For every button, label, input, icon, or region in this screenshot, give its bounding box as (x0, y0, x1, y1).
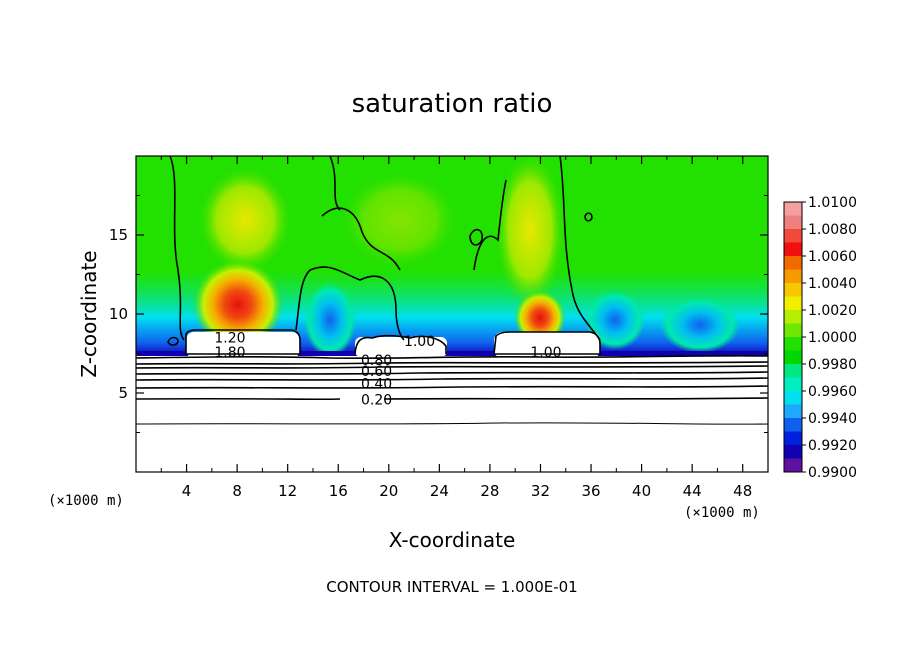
cloud-region (355, 337, 447, 357)
colorbar-label: 1.0080 (808, 222, 857, 238)
x-tick-label: 4 (182, 482, 192, 500)
contour-label: 1.80 (214, 345, 245, 361)
x-tick-label: 48 (733, 482, 752, 500)
x-tick-label: 44 (683, 482, 702, 500)
contour-label: 1.00 (404, 334, 435, 350)
colorbar-swatch (784, 256, 802, 270)
colorbar-label: 1.0060 (808, 249, 857, 265)
cloud-region (136, 356, 768, 472)
colorbar-swatch (784, 458, 802, 473)
hot-region (192, 254, 284, 346)
colorbar-swatch (784, 296, 802, 311)
x-axis-title: X-coordinate (389, 528, 516, 552)
colorbar-label: 0.9900 (808, 465, 857, 481)
chart-title: saturation ratio (352, 89, 553, 119)
x-unit-label-left: (×1000 m) (48, 493, 124, 509)
x-tick-label: 32 (531, 482, 550, 500)
colorbar-swatch (784, 283, 802, 297)
y-axis-title: Z-coordinate (77, 250, 101, 377)
y-tick-label: 15 (109, 226, 128, 244)
colorbar-swatch (784, 445, 802, 459)
colorbar-swatch (784, 215, 802, 230)
x-tick-label: 24 (430, 482, 449, 500)
contour-label: 1.20 (214, 331, 245, 347)
x-tick-label: 40 (632, 482, 651, 500)
x-axis: 4 8 12 16 20 24 28 32 36 40 44 48 (160, 156, 752, 500)
y-tick-label: 10 (109, 305, 128, 323)
cool-region (660, 297, 740, 353)
cloud-region (494, 332, 600, 358)
cool-region (585, 290, 645, 350)
colorbar-label: 0.9960 (808, 384, 857, 400)
plot-area (136, 156, 768, 472)
colorbar-label: 0.9980 (808, 357, 857, 373)
y-axis: 5 10 15 (109, 195, 768, 433)
colorbar-label: 0.9940 (808, 411, 857, 427)
colorbar-swatch (784, 404, 802, 419)
colorbar-swatch (784, 350, 802, 365)
colorbar-label: 1.0020 (808, 303, 857, 319)
colorbar-swatch (784, 431, 802, 446)
cloud-region (186, 332, 300, 358)
colorbar-swatch (784, 377, 802, 392)
x-tick-label: 20 (379, 482, 398, 500)
contour-labels: 1.201.80 0.800.600.400.20 1.00 1.00 (214, 331, 561, 409)
colorbar-swatch (784, 391, 802, 405)
hot-region (514, 287, 566, 343)
colorbar-swatch (784, 269, 802, 284)
x-tick-label: 12 (278, 482, 297, 500)
contour-label: 1.00 (530, 345, 561, 361)
colorbar-swatch (784, 229, 802, 243)
x-tick-label: 16 (329, 482, 348, 500)
colorbar-label: 1.0000 (808, 330, 857, 346)
colorbar-label: 1.0040 (808, 276, 857, 292)
colorbar-swatch (784, 242, 802, 257)
contour-label: 0.80 (361, 353, 392, 369)
colorbar-swatch (784, 310, 802, 324)
contour-label: 0.20 (361, 392, 392, 408)
colorbar-label: 0.9920 (808, 438, 857, 454)
x-tick-label: 36 (581, 482, 600, 500)
contour-label: 0.40 (361, 377, 392, 393)
contour-interval-note: CONTOUR INTERVAL = 1.000E-01 (326, 578, 577, 596)
contour-lines (136, 156, 768, 425)
x-tick-label: 28 (480, 482, 499, 500)
contour-label: 0.60 (361, 364, 392, 380)
colorbar-swatch (784, 364, 802, 378)
x-tick-label: 8 (232, 482, 242, 500)
warm-region (197, 165, 293, 275)
colorbar-swatch (784, 337, 802, 351)
x-unit-label-right: (×1000 m) (684, 505, 760, 521)
cool-region (304, 282, 356, 358)
warm-region (494, 156, 566, 310)
colorbar-swatch (784, 202, 802, 216)
colorbar-swatch (784, 323, 802, 338)
colorbar: 1.0100 1.0080 1.0060 1.0040 1.0020 1.0000 0.99… (783, 195, 857, 481)
colorbar-label: 1.0100 (808, 195, 857, 211)
y-tick-label: 5 (118, 384, 128, 402)
colorbar-swatch (784, 418, 802, 432)
